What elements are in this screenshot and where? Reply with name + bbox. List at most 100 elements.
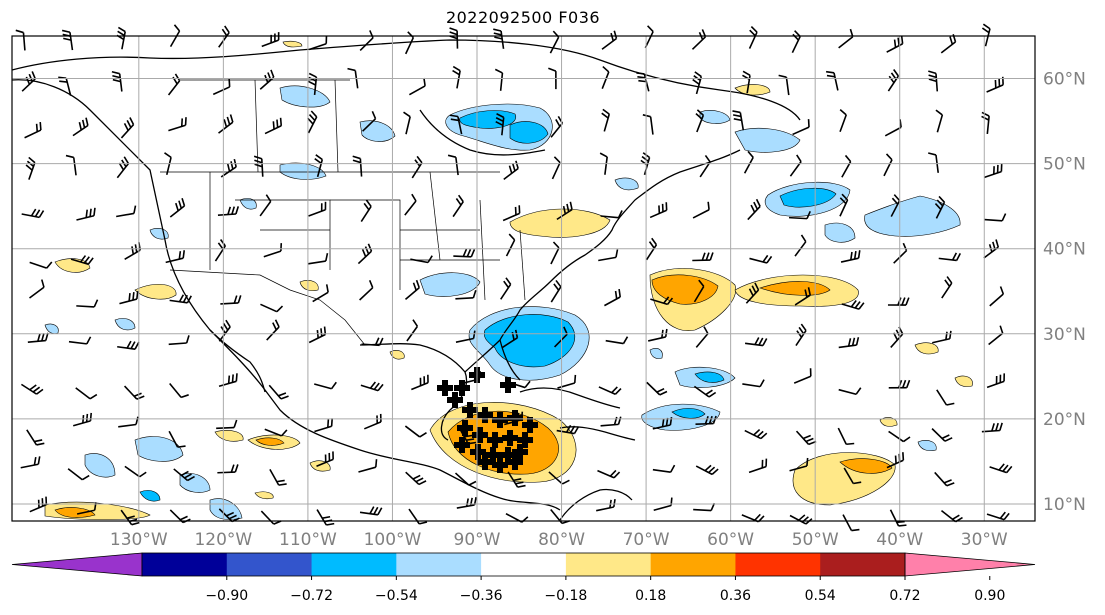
anomaly-patch [214, 430, 244, 442]
wind-barb [20, 383, 44, 395]
storm-marker [477, 407, 493, 423]
lon-tick-label: 130°W [110, 530, 168, 550]
wind-barb [825, 70, 839, 91]
wind-barb [449, 114, 463, 135]
wind-barb [601, 30, 618, 50]
anomaly-patch [239, 198, 257, 210]
storm-markers [437, 367, 538, 473]
anomaly-patch [139, 490, 161, 502]
wind-barb [21, 208, 45, 219]
coastline [559, 488, 633, 521]
lon-tick-label: 50°W [792, 530, 839, 550]
wind-barb [164, 152, 172, 176]
storm-marker [454, 380, 470, 396]
wind-barb [404, 31, 415, 55]
storm-marker [462, 402, 478, 418]
wind-barb [938, 252, 962, 262]
wind-barb [404, 193, 417, 216]
wind-barb [455, 330, 476, 343]
wind-barb [27, 332, 49, 344]
wind-barb [598, 386, 622, 396]
wind-barb [554, 326, 568, 348]
storm-marker [454, 437, 470, 453]
wind-barb [357, 243, 373, 265]
wind-barb [748, 25, 758, 49]
wind-barb [934, 195, 946, 219]
storm-marker [502, 430, 518, 446]
lat-tick-label: 40°N [1043, 240, 1086, 260]
wind-barb [264, 428, 288, 437]
wind-barb [986, 373, 1006, 389]
wind-barb [29, 261, 53, 269]
wind-barb [404, 425, 427, 438]
wind-barb [403, 111, 411, 135]
wind-barb [550, 279, 562, 303]
anomaly-patch [914, 342, 939, 355]
wind-barb [744, 429, 768, 440]
wind-barb [347, 67, 359, 89]
wind-barb [269, 469, 287, 486]
anomaly-patch [299, 280, 319, 292]
wind-barb [936, 389, 955, 406]
lon-tick-label: 120°W [194, 530, 252, 550]
lat-tick-label: 30°N [1043, 325, 1086, 345]
storm-marker [507, 454, 523, 470]
wind-barb [601, 108, 611, 132]
anomaly-patch [671, 408, 706, 419]
colorbar-tick-label: −0.72 [290, 588, 333, 604]
anomaly-patch [255, 437, 285, 446]
wind-barb [358, 459, 378, 473]
wind-barb [359, 506, 383, 516]
colorbar-tick-label: −0.54 [375, 588, 418, 604]
wind-barb [548, 471, 570, 485]
wind-barb [168, 117, 187, 132]
wind-barb [405, 471, 427, 486]
wind-barb [359, 279, 374, 301]
coastline [11, 79, 561, 511]
wind-barb [841, 154, 852, 178]
wind-barb [264, 117, 283, 135]
wind-barb [695, 109, 705, 133]
gridlines [12, 36, 1035, 521]
wind-barb [119, 291, 139, 305]
lat-tick-label: 10°N [1043, 495, 1086, 515]
wind-barb [169, 294, 192, 304]
wind-barb [989, 463, 1013, 474]
coastline [464, 149, 741, 373]
wind-barb [695, 464, 719, 476]
wind-barb [124, 465, 147, 478]
wind-barb [447, 154, 459, 176]
anomaly-patch [734, 127, 801, 153]
anomaly-patch [84, 453, 116, 478]
wind-barb [404, 279, 420, 300]
wind-barb [308, 201, 327, 217]
colorbar-tick-label: 0.18 [635, 588, 666, 604]
storm-marker [457, 420, 473, 436]
colorbar-segment [820, 553, 906, 576]
wind-barb [169, 24, 181, 48]
anomaly-patch [917, 440, 937, 452]
longitude-labels: 130°W 120°W 110°W 100°W 90°W 80°W 70°W 60°W 50°W… [110, 530, 1008, 550]
storm-marker [487, 432, 503, 448]
wind-barb [312, 284, 329, 303]
wind-barb [218, 508, 240, 523]
wind-barb [495, 113, 505, 136]
wind-barb [650, 296, 674, 306]
wind-barb [941, 276, 953, 299]
storm-marker [477, 454, 493, 470]
wind-barb [116, 205, 137, 218]
anomaly-patch [879, 417, 898, 427]
wind-barb [411, 374, 429, 391]
wind-barb [883, 153, 893, 177]
wind-barb [732, 110, 745, 131]
wind-barb [29, 496, 48, 513]
coastline [519, 387, 621, 409]
wind-barb [24, 122, 42, 139]
wind-barb [550, 241, 560, 265]
wind-barb [260, 303, 284, 313]
wind-barbs [15, 23, 1013, 532]
wind-barb [408, 77, 426, 96]
wind-barb [598, 249, 619, 262]
colorbar-segment [311, 553, 397, 576]
wind-barb [362, 111, 377, 132]
